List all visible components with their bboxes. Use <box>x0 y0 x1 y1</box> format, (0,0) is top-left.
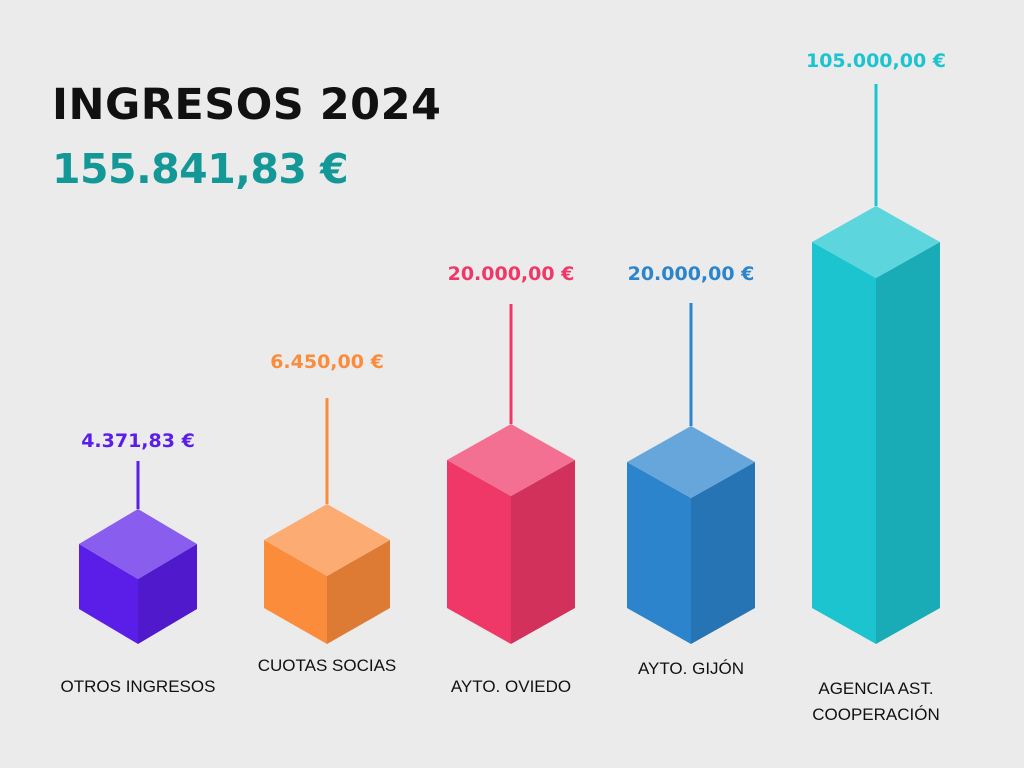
bar-top-face-0 <box>79 509 197 579</box>
category-label-4-0: AGENCIA AST. <box>818 679 933 698</box>
bar-right-face-3 <box>691 462 755 644</box>
bar-left-face-0 <box>79 544 138 644</box>
category-label-0-0: OTROS INGRESOS <box>61 677 216 696</box>
value-label-3: 20.000,00 € <box>628 263 755 285</box>
bar-top-face-3 <box>627 426 755 498</box>
value-label-4: 105.000,00 € <box>806 50 946 72</box>
bar-4: 105.000,00 € AGENCIA AST. COOPERACIÓN <box>806 50 946 724</box>
bar-2: 20.000,00 € AYTO. OVIEDO <box>447 263 575 696</box>
bar-3: 20.000,00 € AYTO. GIJÓN <box>627 263 755 678</box>
value-label-0: 4.371,83 € <box>81 430 195 452</box>
bar-right-face-0 <box>138 544 197 644</box>
bar-top-face-1 <box>264 504 390 576</box>
bar-1: 6.450,00 € CUOTAS SOCIAS <box>258 351 397 675</box>
bar-top-face-4 <box>812 206 940 278</box>
bar-0: 4.371,83 € OTROS INGRESOS <box>61 430 216 696</box>
category-label-2-0: AYTO. OVIEDO <box>451 677 571 696</box>
bar-right-face-2 <box>511 460 575 644</box>
value-label-1: 6.450,00 € <box>270 351 384 373</box>
total-amount: 155.841,83 € <box>52 145 349 193</box>
bar-left-face-4 <box>812 242 876 644</box>
value-label-2: 20.000,00 € <box>448 263 575 285</box>
page-title: INGRESOS 2024 <box>52 80 442 130</box>
category-label-1-0: CUOTAS SOCIAS <box>258 656 397 675</box>
category-label-4-1: COOPERACIÓN <box>812 705 940 724</box>
bar-left-face-2 <box>447 460 511 644</box>
category-label-3-0: AYTO. GIJÓN <box>638 659 744 678</box>
bar-top-face-2 <box>447 424 575 496</box>
bar-right-face-1 <box>327 540 390 644</box>
bar-right-face-4 <box>876 242 940 644</box>
bar-left-face-1 <box>264 540 327 644</box>
bar-left-face-3 <box>627 462 691 644</box>
